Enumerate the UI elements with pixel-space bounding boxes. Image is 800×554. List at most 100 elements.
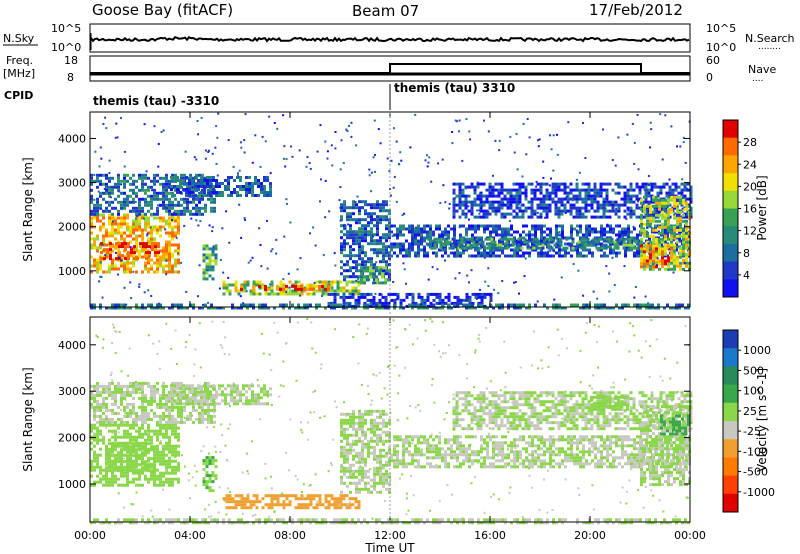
data-cell <box>312 289 316 293</box>
data-cell <box>141 483 144 487</box>
speckle <box>478 212 481 215</box>
data-cell <box>345 280 349 284</box>
data-cell <box>153 469 156 473</box>
data-cell <box>522 254 525 258</box>
data-cell <box>490 246 494 250</box>
data-cell <box>679 234 682 238</box>
data-cell <box>177 432 180 436</box>
speckle <box>374 282 377 284</box>
data-cell <box>640 244 643 248</box>
data-cell <box>615 303 618 307</box>
data-cell <box>423 303 426 307</box>
data-cell <box>623 203 627 207</box>
data-cell <box>525 251 528 255</box>
data-cell <box>349 257 352 261</box>
y-tick-label: 2000 <box>58 221 86 234</box>
data-cell <box>150 206 153 210</box>
data-cell <box>517 246 521 250</box>
data-cell <box>687 254 690 258</box>
data-cell <box>432 306 435 310</box>
speckle <box>431 266 434 269</box>
data-cell <box>234 280 238 284</box>
data-cell <box>370 263 373 267</box>
station-title: Goose Bay (fitACF) <box>92 1 233 19</box>
data-cell <box>673 258 676 262</box>
data-cell <box>523 240 527 244</box>
speckle <box>379 268 382 271</box>
data-cell <box>276 292 280 296</box>
data-cell <box>366 292 370 296</box>
speckle <box>627 209 630 212</box>
data-cell <box>345 306 348 310</box>
data-cell <box>245 194 248 197</box>
data-cell <box>486 306 489 310</box>
data-cell <box>471 227 474 231</box>
data-cell <box>120 203 123 207</box>
data-cell <box>138 188 141 192</box>
data-cell <box>487 246 491 250</box>
data-cell <box>168 246 171 250</box>
data-cell <box>349 236 352 240</box>
data-cell <box>245 191 248 194</box>
speckle <box>193 156 196 159</box>
data-cell <box>660 233 663 237</box>
data-cell <box>643 267 646 271</box>
data-cell <box>661 259 664 263</box>
speckle <box>399 151 402 154</box>
speckle <box>685 187 688 190</box>
speckle <box>451 131 454 133</box>
data-cell <box>373 212 376 216</box>
data-cell <box>438 248 441 252</box>
data-cell <box>464 203 468 207</box>
data-cell <box>171 225 174 229</box>
speckle <box>516 168 519 171</box>
data-cell <box>536 197 540 201</box>
data-cell <box>361 227 364 231</box>
speckle <box>100 207 103 210</box>
data-cell <box>132 387 135 391</box>
data-cell <box>540 224 543 228</box>
data-cell <box>679 195 682 199</box>
data-cell <box>686 197 690 201</box>
data-cell <box>477 292 481 296</box>
data-cell <box>171 203 174 207</box>
data-cell <box>114 231 117 235</box>
data-cell <box>564 254 567 258</box>
data-cell <box>608 182 612 186</box>
data-cell <box>99 384 102 388</box>
speckle <box>596 297 599 300</box>
data-cell <box>159 303 162 307</box>
data-cell <box>147 411 150 415</box>
data-cell <box>202 256 206 260</box>
data-cell <box>242 188 245 191</box>
data-cell <box>183 197 186 201</box>
data-cell <box>385 236 388 240</box>
data-cell <box>168 261 171 265</box>
data-cell <box>552 303 555 307</box>
data-cell <box>165 429 168 433</box>
data-cell <box>520 240 524 244</box>
data-cell <box>211 277 215 281</box>
data-cell <box>252 306 255 310</box>
data-cell <box>569 206 573 210</box>
data-cell <box>585 227 588 231</box>
data-cell <box>248 188 251 191</box>
data-cell <box>511 240 515 244</box>
data-cell <box>504 230 507 234</box>
data-cell <box>210 197 213 201</box>
data-cell <box>675 248 678 252</box>
data-cell <box>138 432 141 436</box>
data-cell <box>667 198 670 202</box>
colorbar-tick-label: 20 <box>743 180 757 193</box>
data-cell <box>414 242 417 246</box>
data-cell <box>545 206 549 210</box>
data-cell <box>596 206 600 210</box>
data-cell <box>560 200 564 204</box>
speckle <box>428 156 431 159</box>
data-cell <box>105 483 108 487</box>
data-cell <box>208 247 212 251</box>
data-cell <box>364 236 367 240</box>
data-cell <box>126 203 129 207</box>
speckle <box>502 201 505 204</box>
data-cell <box>162 444 165 448</box>
